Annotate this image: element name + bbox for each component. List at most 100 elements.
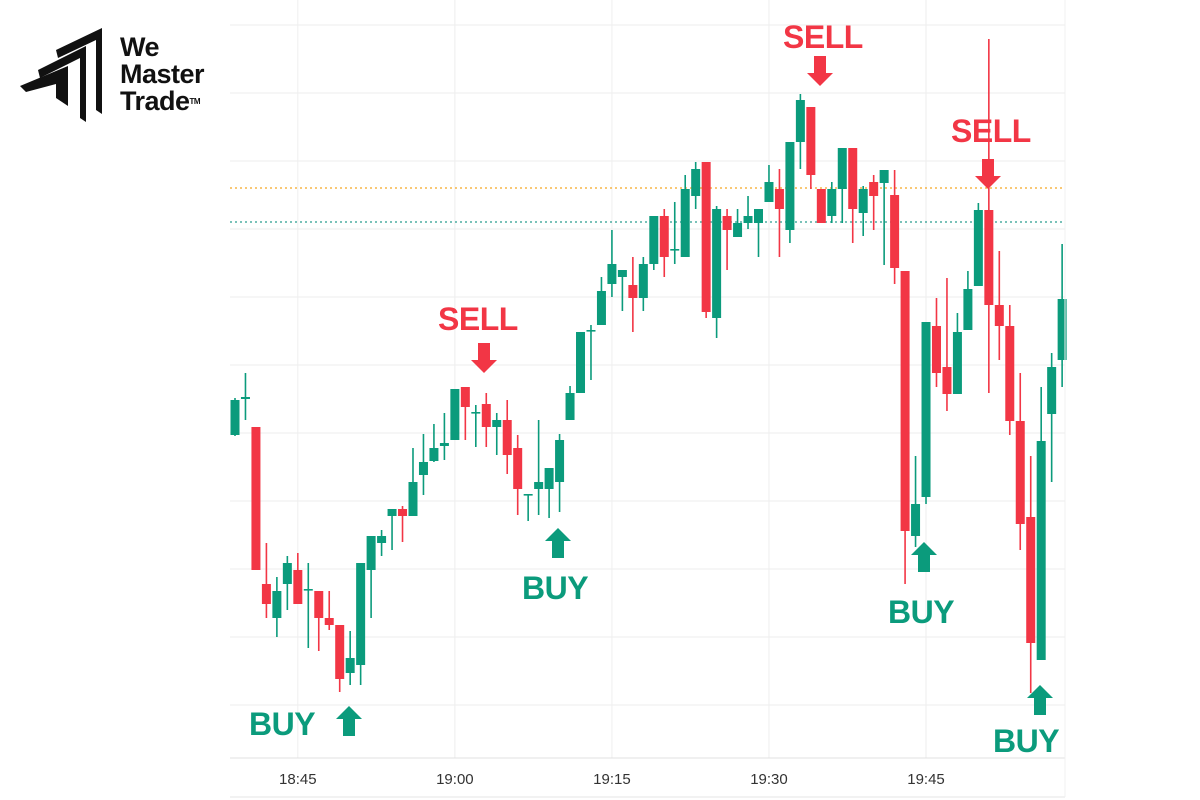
candle-body xyxy=(1057,299,1067,360)
candle-body xyxy=(911,504,921,536)
candle-body xyxy=(806,107,816,175)
candle-bearish xyxy=(659,209,669,277)
candle-body xyxy=(733,223,743,237)
candle-body xyxy=(848,148,858,209)
candle-body xyxy=(816,189,826,223)
sell-signal-label: SELL xyxy=(951,113,1031,149)
candle-bearish xyxy=(701,162,711,318)
candle-bullish xyxy=(743,196,753,229)
candle-bearish xyxy=(460,387,470,440)
candle-bullish xyxy=(439,413,449,460)
candle-body xyxy=(261,584,271,604)
candle-bullish xyxy=(638,257,648,311)
candle-body xyxy=(460,387,470,407)
x-tick-label: 18:45 xyxy=(279,771,317,788)
candle-bullish xyxy=(230,398,240,436)
candle-body xyxy=(795,100,805,142)
candle-bullish xyxy=(408,448,418,516)
candle-bearish xyxy=(251,427,261,570)
grid xyxy=(230,0,1065,758)
candles xyxy=(230,39,1067,693)
candle-body xyxy=(712,209,722,318)
candle-bullish xyxy=(858,186,868,236)
candle-bullish xyxy=(617,270,627,311)
candle-bullish xyxy=(366,536,376,618)
candle-bullish xyxy=(240,373,250,420)
candle-body xyxy=(921,322,931,497)
buy-arrow-icon xyxy=(336,706,362,736)
candle-bullish xyxy=(303,563,313,648)
candle-bearish xyxy=(293,553,303,604)
candle-body xyxy=(272,591,282,618)
candle-body xyxy=(869,182,879,196)
candle-bearish xyxy=(1015,373,1025,550)
candle-body xyxy=(890,195,900,268)
candle-bullish xyxy=(282,556,292,610)
candle-body xyxy=(513,448,523,489)
candle-body xyxy=(743,216,753,223)
candle-body xyxy=(649,216,659,264)
candle-body xyxy=(576,332,586,393)
sell-signal-label: SELL xyxy=(783,19,863,55)
price-levels xyxy=(230,187,1065,223)
candle-body xyxy=(628,285,638,298)
x-tick-label: 19:15 xyxy=(593,771,631,788)
logo-line-2: Master xyxy=(120,59,205,89)
candle-bullish xyxy=(387,509,397,550)
buy-arrow-icon xyxy=(545,528,571,558)
candle-body xyxy=(439,443,449,446)
candle-body xyxy=(617,270,627,277)
candle-bullish xyxy=(952,313,962,394)
candle-bullish xyxy=(733,209,743,237)
buy-signal-label: BUY xyxy=(249,706,316,742)
candle-bullish xyxy=(544,468,554,518)
candle-body xyxy=(1036,441,1046,660)
candle-body xyxy=(963,289,973,330)
candle-body xyxy=(450,389,460,440)
buy-arrow-icon xyxy=(911,542,937,572)
candle-body xyxy=(282,563,292,584)
candle-bullish xyxy=(879,170,889,265)
candle-body xyxy=(931,326,941,373)
candle-body xyxy=(345,658,355,673)
candle-body xyxy=(607,264,617,284)
candle-body xyxy=(366,536,376,570)
sell-arrow-icon xyxy=(975,159,1001,189)
candle-bullish xyxy=(691,162,701,209)
candle-bullish xyxy=(649,216,659,270)
logo-mark-icon xyxy=(20,28,102,122)
candle-bullish xyxy=(607,230,617,297)
x-tick-label: 19:30 xyxy=(750,771,788,788)
candle-bullish xyxy=(272,577,282,637)
candle-body xyxy=(596,291,606,325)
candle-bearish xyxy=(314,591,324,651)
candle-bullish xyxy=(418,434,428,495)
candle-bullish xyxy=(785,142,795,243)
candle-body xyxy=(251,427,261,570)
candle-bullish xyxy=(973,203,983,286)
candle-bearish xyxy=(806,107,816,189)
candle-bearish xyxy=(502,400,512,474)
candle-bullish xyxy=(450,389,460,440)
candle-bullish xyxy=(492,413,502,455)
buy-arrow-icon xyxy=(1027,685,1053,715)
candle-body xyxy=(680,189,690,257)
candle-bearish xyxy=(261,543,271,618)
x-tick-label: 19:00 xyxy=(436,771,474,788)
candle-body xyxy=(774,189,784,209)
candle-bullish xyxy=(911,456,921,547)
candle-body xyxy=(754,209,763,223)
logo-text: We Master TradeTM xyxy=(120,34,205,115)
candle-bullish xyxy=(555,434,565,512)
candle-body xyxy=(1026,517,1036,643)
candle-bullish xyxy=(680,175,690,257)
candle-bullish xyxy=(963,271,973,330)
candle-bearish xyxy=(324,591,334,630)
candle-bullish xyxy=(1036,387,1046,660)
candle-body xyxy=(837,148,847,189)
candle-body xyxy=(356,563,366,665)
candle-body xyxy=(994,305,1004,326)
candle-bullish xyxy=(586,325,596,380)
candle-body xyxy=(324,618,334,625)
sell-signal-label: SELL xyxy=(438,301,518,337)
